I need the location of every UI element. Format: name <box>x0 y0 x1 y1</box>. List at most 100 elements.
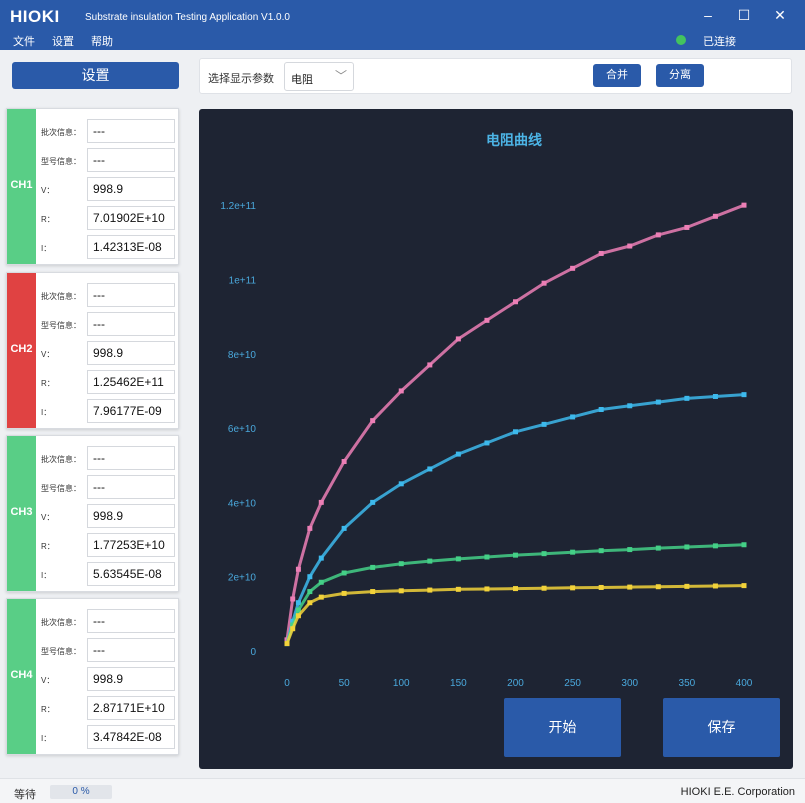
x-tick-label: 0 <box>284 678 290 689</box>
data-point <box>295 607 301 613</box>
data-point <box>741 583 747 589</box>
channel-strip: CH4 <box>7 599 36 754</box>
y-tick-label: 2e+10 <box>228 573 257 584</box>
data-point <box>627 243 633 249</box>
app-title: Substrate insulation Testing Application… <box>85 12 290 23</box>
batch-field[interactable]: --- <box>87 283 175 307</box>
data-point <box>455 586 461 592</box>
data-point <box>627 584 633 590</box>
maximize-button[interactable]: ☐ <box>737 7 751 23</box>
channel-card-ch1: CH1 批次信息： --- 型号信息： --- V： 998.9 R： 7.01… <box>6 108 179 265</box>
data-point <box>341 525 347 531</box>
model-label: 型号信息： <box>41 484 81 493</box>
split-button[interactable]: 分离 <box>656 64 704 87</box>
menu-bar: 文件 设置 帮助 已连接 <box>0 32 805 50</box>
company-name: HIOKI E.E. Corporation <box>680 786 795 798</box>
voltage-field: 998.9 <box>87 341 175 365</box>
data-point <box>655 232 661 238</box>
data-point <box>741 392 747 398</box>
data-point <box>341 590 347 596</box>
start-button[interactable]: 开始 <box>504 698 621 757</box>
model-label: 型号信息： <box>41 321 81 330</box>
data-point <box>455 556 461 562</box>
x-tick-label: 250 <box>564 678 581 689</box>
model-field[interactable]: --- <box>87 312 175 336</box>
voltage-field: 998.9 <box>87 177 175 201</box>
data-point <box>398 481 404 487</box>
data-point <box>513 586 518 592</box>
menu-help[interactable]: 帮助 <box>91 36 113 48</box>
data-point <box>684 224 690 230</box>
y-tick-label: 8e+10 <box>228 350 257 361</box>
x-tick-label: 350 <box>679 678 696 689</box>
channel-strip: CH3 <box>7 436 36 591</box>
x-tick-label: 150 <box>450 678 467 689</box>
menu-file[interactable]: 文件 <box>13 36 35 48</box>
channel-name: CH1 <box>10 179 33 191</box>
model-field[interactable]: --- <box>87 148 175 172</box>
data-point <box>290 626 296 632</box>
data-point <box>655 399 661 405</box>
data-point <box>398 588 404 594</box>
x-tick-label: 100 <box>393 678 410 689</box>
channel-name: CH4 <box>10 669 33 681</box>
data-point <box>370 564 376 570</box>
title-bar: HIOKI Substrate insulation Testing Appli… <box>0 0 805 32</box>
channel-card-ch2: CH2 批次信息： --- 型号信息： --- V： 998.9 R： 1.25… <box>6 272 179 429</box>
data-point <box>370 418 376 424</box>
menu-settings[interactable]: 设置 <box>52 36 74 48</box>
voltage-label: V： <box>41 186 55 195</box>
current-label: I： <box>41 408 52 417</box>
current-field: 3.47842E-08 <box>87 725 175 749</box>
merge-button[interactable]: 合并 <box>593 64 641 87</box>
voltage-label: V： <box>41 676 55 685</box>
data-point <box>598 548 604 554</box>
data-point <box>284 641 290 647</box>
batch-field[interactable]: --- <box>87 119 175 143</box>
data-point <box>484 586 490 592</box>
model-field[interactable]: --- <box>87 475 175 499</box>
data-point <box>741 542 747 548</box>
data-point <box>484 440 490 446</box>
data-point <box>655 584 661 590</box>
y-tick-label: 4e+10 <box>228 498 257 509</box>
current-field: 5.63545E-08 <box>87 562 175 586</box>
data-point <box>541 421 547 427</box>
data-point <box>318 555 324 561</box>
data-point <box>712 583 718 589</box>
save-button[interactable]: 保存 <box>663 698 780 757</box>
status-bar: 等待 0 % HIOKI E.E. Corporation <box>0 778 805 803</box>
resistance-label: R： <box>41 379 55 388</box>
close-button[interactable]: ✕ <box>774 7 786 23</box>
current-field: 1.42313E-08 <box>87 235 175 259</box>
connection-status-icon <box>676 35 686 45</box>
settings-button[interactable]: 设置 <box>12 62 179 89</box>
data-point <box>484 317 490 323</box>
display-param-select[interactable]: 电阻 ﹀ <box>284 62 354 91</box>
data-point <box>712 393 718 399</box>
data-point <box>427 587 433 593</box>
model-field[interactable]: --- <box>87 638 175 662</box>
data-point <box>341 459 347 465</box>
minimize-button[interactable]: – <box>704 7 712 23</box>
progress-text: 0 % <box>72 786 90 797</box>
voltage-field: 998.9 <box>87 667 175 691</box>
series-line-3 <box>285 584 745 645</box>
model-label: 型号信息： <box>41 157 81 166</box>
data-point <box>741 202 747 208</box>
channel-strip: CH2 <box>7 273 36 428</box>
data-point <box>341 570 347 576</box>
series-line-0 <box>285 203 745 641</box>
current-label: I： <box>41 571 52 580</box>
status-state: 等待 <box>14 789 36 801</box>
channel-card-ch4: CH4 批次信息： --- 型号信息： --- V： 998.9 R： 2.87… <box>6 598 179 755</box>
y-tick-label: 1e+11 <box>229 275 257 286</box>
batch-label: 批次信息： <box>41 128 81 137</box>
resistance-field: 7.01902E+10 <box>87 206 175 230</box>
model-label: 型号信息： <box>41 647 81 656</box>
data-point <box>570 265 576 271</box>
batch-field[interactable]: --- <box>87 609 175 633</box>
y-tick-label: 1.2e+11 <box>220 201 256 212</box>
resistance-field: 1.25462E+11 <box>87 370 175 394</box>
batch-field[interactable]: --- <box>87 446 175 470</box>
